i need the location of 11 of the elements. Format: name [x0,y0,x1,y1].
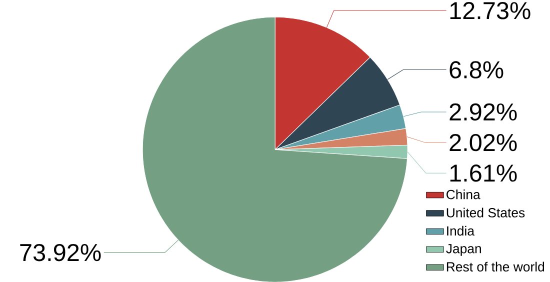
legend-label: Rest of the world [446,262,544,272]
data-label: 73.92% [20,244,101,262]
data-label: 2.02% [450,134,517,152]
legend-label: China [446,189,480,200]
data-label: 1.61% [450,164,517,182]
data-label: 12.73% [450,2,530,20]
legend-label: India [447,226,474,236]
legend-label: Japan [446,244,481,256]
data-label: 2.92% [450,103,517,120]
data-label: 6.8% [450,61,504,78]
legend-label: United States [446,208,525,218]
